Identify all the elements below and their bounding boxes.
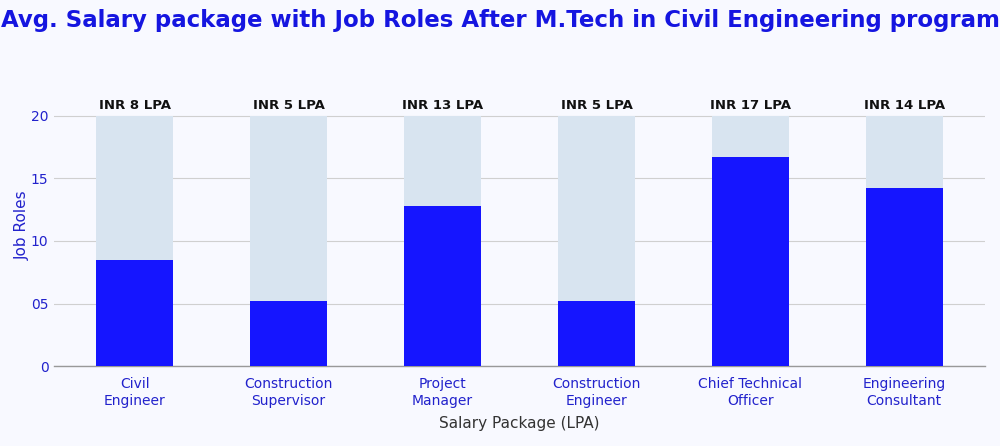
Bar xyxy=(404,116,481,366)
Bar xyxy=(558,116,635,366)
Text: INR 5 LPA: INR 5 LPA xyxy=(253,99,325,112)
Bar xyxy=(250,116,327,366)
X-axis label: Salary Package (LPA): Salary Package (LPA) xyxy=(439,416,600,431)
Bar xyxy=(96,260,173,366)
Bar xyxy=(558,301,635,366)
Bar xyxy=(96,116,173,366)
Text: Avg. Salary package with Job Roles After M.Tech in Civil Engineering program: Avg. Salary package with Job Roles After… xyxy=(1,9,999,32)
Text: INR 17 LPA: INR 17 LPA xyxy=(710,99,791,112)
Bar xyxy=(250,301,327,366)
Text: INR 14 LPA: INR 14 LPA xyxy=(864,99,945,112)
Text: INR 13 LPA: INR 13 LPA xyxy=(402,99,483,112)
Bar xyxy=(712,157,789,366)
Text: INR 8 LPA: INR 8 LPA xyxy=(99,99,171,112)
Y-axis label: Job Roles: Job Roles xyxy=(15,190,30,260)
Text: INR 5 LPA: INR 5 LPA xyxy=(561,99,632,112)
Bar xyxy=(404,206,481,366)
Bar xyxy=(866,116,943,366)
Bar xyxy=(712,116,789,366)
Bar xyxy=(866,188,943,366)
